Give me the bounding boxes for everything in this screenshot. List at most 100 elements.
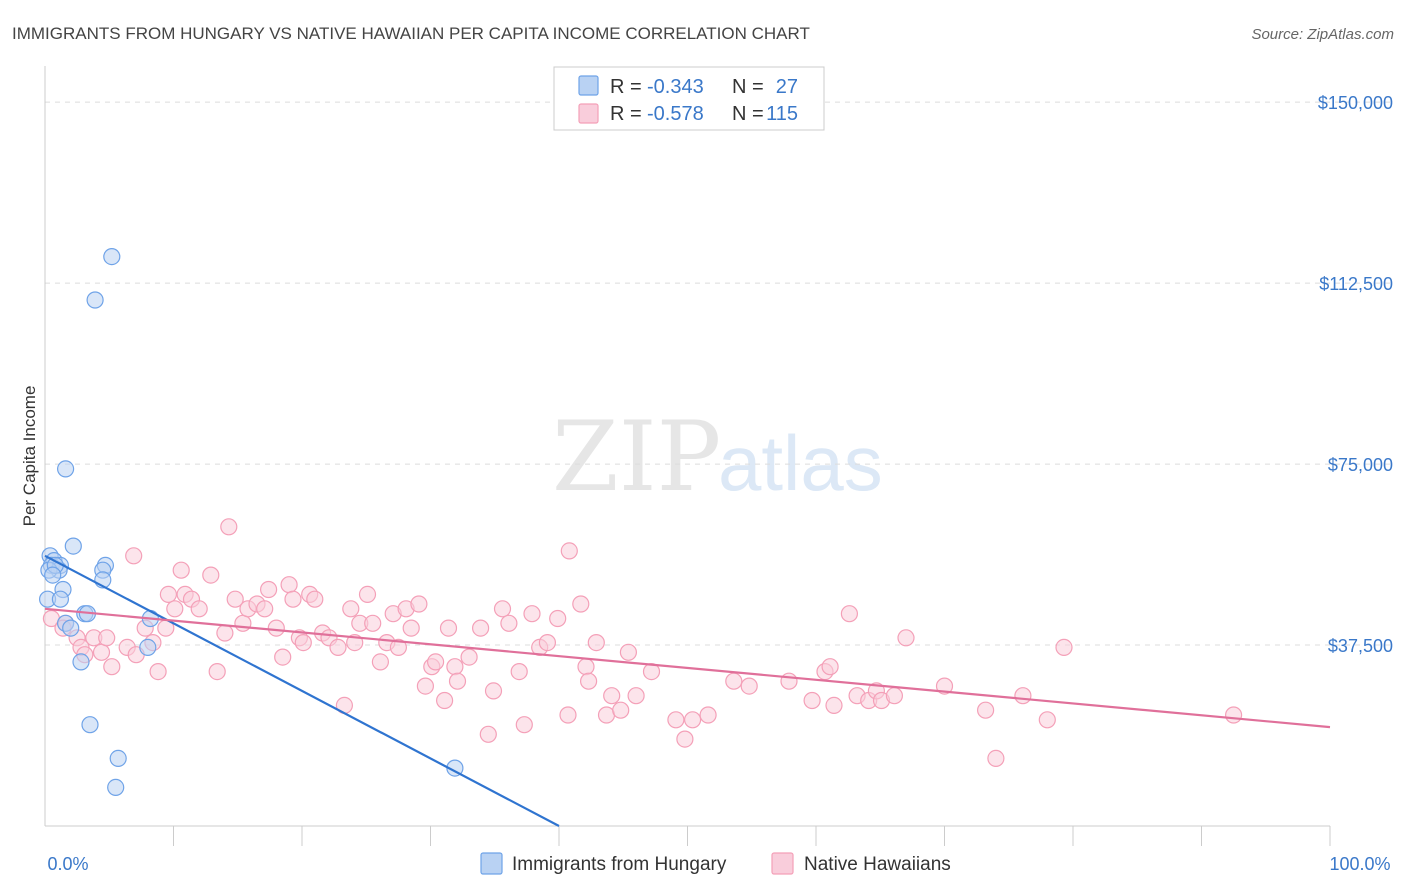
x-tick-labels: 0.0% 100.0%	[47, 854, 1390, 874]
series-legend: Immigrants from Hungary Native Hawaiians	[480, 852, 951, 875]
point-native-hawaiians-74	[538, 633, 557, 652]
point-native-hawaiians-32	[260, 580, 278, 599]
point-native-hawaiians-80	[579, 672, 598, 690]
point-native-hawaiians-90	[683, 711, 702, 729]
point-native-hawaiians-68	[493, 600, 512, 618]
point-hungary-26	[109, 749, 127, 768]
point-native-hawaiians-11	[125, 547, 143, 565]
point-hungary-0	[103, 248, 121, 266]
chart-title: IMMIGRANTS FROM HUNGARY VS NATIVE HAWAII…	[12, 24, 810, 43]
point-native-hawaiians-66	[479, 725, 497, 743]
point-native-hawaiians-72	[523, 605, 541, 623]
y-tick-label-1: $75,000	[1328, 455, 1393, 475]
trend-line-hungary	[44, 554, 560, 827]
point-native-hawaiians-89	[676, 730, 694, 748]
point-native-hawaiians-35	[280, 576, 298, 594]
point-native-hawaiians-65	[472, 619, 490, 637]
stats-legend: R = -0.343 N = 27 R = -0.578 N = 115	[553, 66, 825, 131]
point-native-hawaiians-24	[208, 662, 226, 681]
point-native-hawaiians-70	[510, 662, 528, 681]
point-native-hawaiians-7	[92, 643, 111, 661]
y-axis-label: Per Capita Income	[20, 386, 39, 527]
point-hungary-24	[72, 653, 90, 671]
axes	[44, 66, 1331, 846]
point-native-hawaiians-109	[1014, 687, 1032, 705]
point-hungary-1	[86, 291, 104, 309]
point-native-hawaiians-93	[740, 677, 758, 695]
point-native-hawaiians-81	[587, 633, 605, 652]
point-native-hawaiians-98	[825, 696, 843, 715]
point-hungary-17	[51, 590, 70, 608]
point-native-hawaiians-86	[627, 687, 645, 705]
legend-swatch-native-hawaiians	[578, 103, 599, 124]
point-native-hawaiians-108	[987, 749, 1005, 768]
y-tick-label-2: $112,500	[1319, 274, 1393, 294]
point-native-hawaiians-28	[234, 614, 252, 632]
bottom-legend-label-native-hawaiians: Native Hawaiians	[804, 854, 951, 875]
point-native-hawaiians-97	[821, 658, 839, 676]
point-native-hawaiians-110	[1038, 711, 1056, 729]
trend-line-native-hawaiians	[44, 607, 1331, 729]
y-tick-labels: $37,500 $75,000 $112,500 $150,000	[1318, 93, 1393, 656]
point-native-hawaiians-60	[436, 691, 454, 710]
point-native-hawaiians-61	[439, 619, 458, 637]
point-native-hawaiians-99	[840, 605, 859, 623]
point-native-hawaiians-62	[446, 658, 464, 676]
point-native-hawaiians-45	[342, 600, 360, 618]
point-native-hawaiians-59	[427, 653, 445, 671]
point-native-hawaiians-63	[448, 672, 467, 690]
bottom-legend-swatch-native-hawaiians	[771, 852, 794, 875]
point-hungary-28	[107, 778, 125, 797]
legend-n-value-hungary: 27	[776, 76, 798, 98]
point-native-hawaiians-36	[284, 590, 302, 608]
point-native-hawaiians-57	[416, 677, 434, 695]
point-native-hawaiians-112	[1224, 706, 1243, 724]
point-native-hawaiians-79	[577, 658, 595, 676]
point-native-hawaiians-38	[294, 633, 312, 652]
y-tick-label-3: $150,000	[1318, 93, 1393, 113]
point-native-hawaiians-27	[226, 590, 244, 608]
gridlines	[45, 101, 1394, 646]
point-native-hawaiians-23	[202, 566, 220, 584]
point-native-hawaiians-91	[699, 706, 717, 724]
point-hungary-2	[56, 460, 75, 478]
point-hungary-22	[62, 619, 80, 637]
point-native-hawaiians-50	[371, 653, 389, 671]
point-native-hawaiians-78	[572, 595, 590, 613]
legend-r-label-hungary: R =	[610, 76, 642, 98]
watermark-atlas: atlas	[718, 419, 883, 507]
point-native-hawaiians-105	[897, 629, 915, 647]
legend-r-value-native-hawaiians: -0.578	[647, 103, 704, 125]
point-native-hawaiians-53	[389, 638, 407, 657]
point-native-hawaiians-107	[976, 701, 995, 719]
point-native-hawaiians-71	[515, 716, 533, 734]
point-native-hawaiians-106	[935, 677, 954, 695]
point-native-hawaiians-94	[780, 672, 798, 690]
point-native-hawaiians-104	[885, 687, 904, 705]
legend-r-label-native-hawaiians: R =	[610, 103, 642, 125]
point-hungary-23	[139, 638, 157, 657]
point-native-hawaiians-77	[560, 542, 578, 560]
trend-lines	[44, 554, 1331, 827]
point-native-hawaiians-22	[190, 600, 208, 618]
chart-source: Source: ZipAtlas.com	[1251, 26, 1394, 43]
point-hungary-3	[64, 537, 82, 555]
point-native-hawaiians-83	[603, 687, 621, 705]
point-native-hawaiians-26	[220, 518, 238, 536]
point-native-hawaiians-111	[1055, 638, 1073, 657]
point-native-hawaiians-56	[410, 595, 428, 613]
point-native-hawaiians-85	[619, 643, 638, 661]
point-native-hawaiians-92	[725, 672, 743, 690]
point-native-hawaiians-67	[484, 682, 503, 700]
legend-n-value-native-hawaiians: 115	[766, 103, 798, 125]
point-native-hawaiians-69	[500, 614, 518, 632]
point-hungary-14	[44, 566, 62, 584]
point-native-hawaiians-75	[549, 609, 567, 628]
point-native-hawaiians-82	[597, 706, 616, 724]
point-native-hawaiians-34	[274, 648, 292, 666]
point-native-hawaiians-15	[149, 662, 167, 681]
point-native-hawaiians-8	[98, 629, 116, 647]
data-points	[38, 248, 1243, 797]
x-tick-label-1: 100.0%	[1329, 854, 1390, 874]
